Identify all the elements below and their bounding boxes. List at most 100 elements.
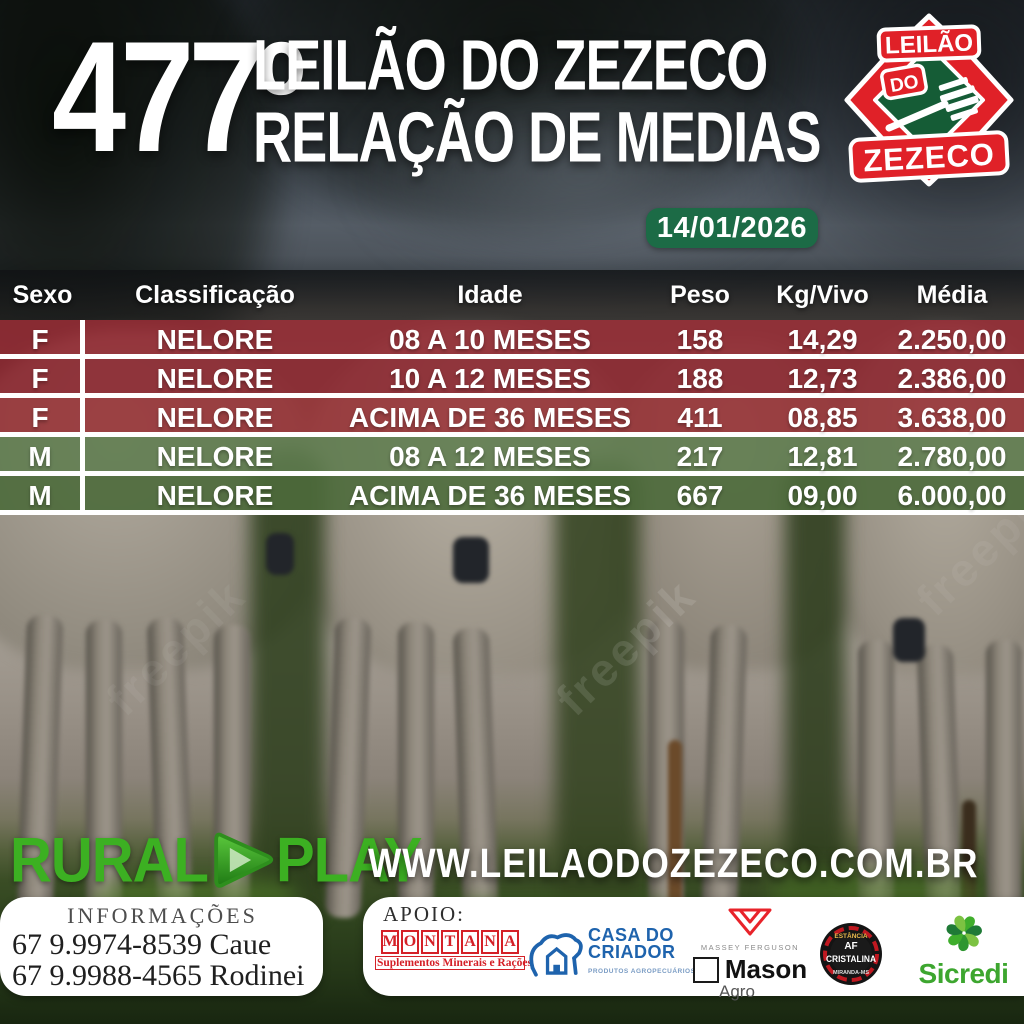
table-body: F NELORE 08 A 10 MESES 158 14,29 2.250,0…	[0, 320, 1024, 515]
column-header-media: Média	[916, 280, 988, 309]
cow-tail	[668, 740, 682, 910]
cell-classificacao: NELORE	[156, 323, 274, 355]
table-row: M NELORE ACIMA DE 36 MESES 667 09,00 6.0…	[0, 476, 1024, 515]
apoio-label: APOIO:	[383, 902, 466, 926]
ruralplay-logo: RURAL PLAY	[10, 822, 422, 898]
sicredi-logo: Sicredi	[911, 911, 1016, 990]
svg-text:CRISTALINA: CRISTALINA	[826, 954, 876, 965]
cow-house-icon	[529, 932, 583, 977]
logo-banner-mid: DO	[880, 63, 928, 101]
table-header: Sexo Classificação Idade Peso Kg/Vivo Mé…	[0, 270, 1024, 320]
cell-idade: 08 A 10 MESES	[389, 323, 591, 355]
cow-muzzle	[266, 533, 294, 575]
cow-leg	[986, 640, 1022, 940]
cell-classificacao: NELORE	[156, 479, 274, 511]
af-cristalina-logo: ESTÂNCIA AF CRISTALINA MIRANDA-MS	[820, 923, 882, 985]
cell-idade: 10 A 12 MESES	[389, 362, 591, 394]
massey-ferguson-text: MASSEY FERGUSON	[700, 943, 800, 952]
grass-gap	[250, 450, 325, 920]
mason-row: Mason	[685, 954, 815, 985]
svg-text:LEILÃO: LEILÃO	[885, 28, 974, 59]
svg-text:ESTÂNCIA: ESTÂNCIA	[834, 931, 868, 940]
montana-letter: N	[481, 930, 499, 954]
cell-kgvivo: 08,85	[787, 401, 858, 433]
montana-letter: M	[381, 930, 399, 954]
cell-media: 6.000,00	[897, 479, 1007, 511]
sponsors-bar: APOIO: M O N T A N A Suplementos Minerai…	[363, 897, 1024, 1001]
cow-muzzle	[453, 537, 489, 583]
mason-name: Mason	[724, 954, 808, 984]
cell-idade: ACIMA DE 36 MESES	[348, 401, 632, 433]
massey-ferguson-icon	[728, 908, 772, 936]
cell-media: 2.780,00	[897, 440, 1007, 472]
svg-text:DO: DO	[889, 71, 921, 97]
cow-leg	[86, 620, 122, 920]
ruralplay-word-play: PLAY	[275, 824, 422, 896]
montana-logo: M O N T A N A Suplementos Minerais e Raç…	[375, 930, 532, 970]
cell-kgvivo: 14,29	[787, 323, 858, 355]
casa-tagline: PRODUTOS AGROPECUÁRIOS	[588, 968, 696, 975]
montana-letter: A	[461, 930, 479, 954]
play-icon	[214, 832, 274, 888]
title-line-2: RELAÇÃO DE MEDIAS	[253, 97, 821, 178]
column-header-kgvivo: Kg/Vivo	[776, 280, 869, 309]
casa-line1: CASA DO	[588, 925, 674, 945]
sicredi-name: Sicredi	[918, 958, 1009, 989]
cow-muzzle	[893, 618, 925, 662]
cell-media: 2.250,00	[897, 323, 1007, 355]
casa-do-criador-logo: CASA DO CRIADOR PRODUTOS AGROPECUÁRIOS	[526, 925, 696, 980]
phone-rodinei: 67 9.9988-4565 Rodinei	[12, 959, 305, 992]
column-header-peso: Peso	[670, 280, 730, 309]
cell-peso: 217	[676, 440, 724, 472]
grass-gap	[555, 460, 640, 930]
svg-text:ZEZECO: ZEZECO	[862, 137, 995, 179]
phone-caue: 67 9.9974-8539 Caue	[12, 928, 272, 961]
cell-sexo: M	[0, 437, 85, 476]
cell-peso: 411	[677, 401, 723, 433]
grass-gap	[785, 460, 845, 920]
cell-media: 2.386,00	[897, 362, 1007, 394]
leilao-do-zezeco-logo: LEILÃO DO ZEZECO	[844, 13, 1014, 187]
montana-letter: N	[421, 930, 439, 954]
svg-text:MIRANDA-MS: MIRANDA-MS	[833, 970, 869, 976]
cell-idade: 08 A 12 MESES	[389, 440, 591, 472]
info-box: INFORMAÇÕES 67 9.9974-8539 Caue 67 9.998…	[0, 897, 323, 996]
svg-text:AF: AF	[844, 941, 857, 952]
cell-sexo: F	[0, 320, 85, 359]
logo-banner-top: LEILÃO	[876, 24, 982, 63]
sicredi-pinwheel-icon	[946, 915, 982, 952]
cell-kgvivo: 12,81	[787, 440, 858, 472]
title-line-1: LEILÃO DO ZEZECO	[253, 25, 768, 106]
casa-do-criador-text: CASA DO CRIADOR PRODUTOS AGROPECUÁRIOS	[588, 925, 696, 980]
cell-peso: 188	[676, 362, 724, 394]
montana-letter: A	[501, 930, 519, 954]
ruralplay-word-rural: RURAL	[10, 824, 209, 896]
column-header-classificacao: Classificação	[135, 280, 295, 309]
montana-letters: M O N T A N A	[375, 930, 525, 954]
mason-agro-logo: MASSEY FERGUSON Mason Agro	[685, 907, 815, 1001]
cell-classificacao: NELORE	[156, 401, 274, 433]
cell-media: 3.638,00	[897, 401, 1007, 433]
cell-kgvivo: 09,00	[787, 479, 858, 511]
table-row: M NELORE 08 A 12 MESES 217 12,81 2.780,0…	[0, 437, 1024, 476]
cell-sexo: F	[0, 359, 85, 398]
cell-peso: 158	[676, 323, 724, 355]
cell-idade: ACIMA DE 36 MESES	[348, 479, 632, 511]
table-row: F NELORE ACIMA DE 36 MESES 411 08,85 3.6…	[0, 398, 1024, 437]
casa-line2: CRIADOR	[588, 942, 676, 962]
logo-banner-bottom: ZEZECO	[848, 130, 1010, 183]
sky-glow	[350, 60, 810, 290]
cell-peso: 667	[676, 479, 724, 511]
cell-sexo: F	[0, 398, 85, 437]
cell-kgvivo: 12,73	[787, 362, 858, 394]
table-row: F NELORE 08 A 10 MESES 158 14,29 2.250,0…	[0, 320, 1024, 359]
montana-tagline: Suplementos Minerais e Rações	[375, 956, 532, 970]
mason-square-icon	[692, 956, 719, 983]
column-header-idade: Idade	[457, 280, 523, 309]
gavel-icon	[885, 77, 979, 132]
cell-sexo: M	[0, 476, 85, 515]
date-badge: 14/01/2026	[646, 208, 818, 248]
mason-division: Agro	[719, 982, 755, 1001]
montana-letter: O	[401, 930, 419, 954]
